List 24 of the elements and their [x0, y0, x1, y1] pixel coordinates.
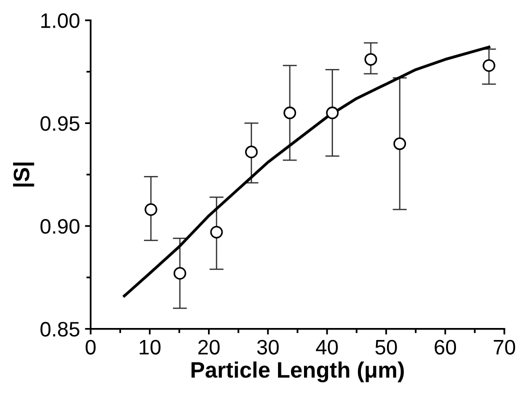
x-tick-label: 20: [198, 340, 220, 355]
point: [364, 53, 378, 66]
point: [174, 267, 186, 280]
x-tick-label: 50: [375, 340, 397, 355]
y-tick-label: 1.00: [41, 13, 80, 28]
point: [393, 137, 406, 150]
point: [283, 106, 296, 120]
y-tick-label: 0.85: [40, 322, 80, 337]
x-tick-label: 10: [140, 340, 161, 355]
x-tick-label: 0: [86, 340, 96, 355]
x-axis-title: Particle Length (μm): [192, 361, 404, 382]
point: [144, 203, 158, 216]
point: [245, 146, 258, 158]
x-tick-label: 70: [494, 340, 516, 355]
y-tick-label: 0.95: [40, 116, 80, 131]
y-axis-title: |S|: [13, 162, 34, 187]
x-tick-label: 60: [434, 340, 456, 355]
point: [210, 226, 223, 238]
x-tick-label: 40: [316, 340, 338, 355]
point: [482, 59, 496, 72]
point: [326, 106, 339, 120]
line-series: [122, 46, 490, 298]
x-tick-label: 30: [257, 340, 279, 355]
y-tick-label: 0.90: [40, 219, 80, 234]
